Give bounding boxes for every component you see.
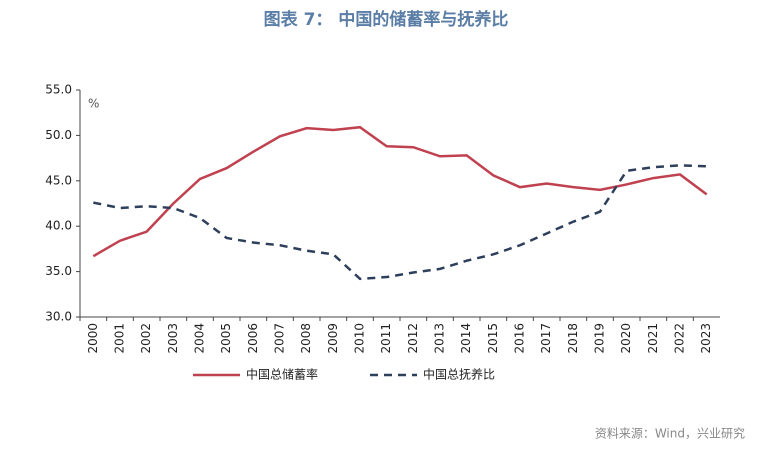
x-tick-label: 2015 (486, 323, 500, 354)
x-tick-label: 2006 (246, 323, 260, 354)
y-tick-label: 50.0 (45, 128, 72, 142)
y-tick-label: 35.0 (45, 264, 72, 278)
x-tick-label: 2011 (379, 323, 393, 354)
x-tick-label: 2000 (86, 323, 100, 354)
y-tick-label: 40.0 (45, 219, 72, 233)
legend-label: 中国总储蓄率 (246, 367, 318, 382)
x-tick-label: 2009 (326, 323, 340, 354)
x-tick-label: 2023 (699, 323, 713, 354)
x-tick-label: 2001 (113, 323, 127, 354)
x-tick-label: 2008 (299, 323, 313, 354)
x-tick-label: 2021 (646, 323, 660, 354)
x-tick-label: 2014 (459, 323, 473, 354)
x-tick-label: 2022 (673, 323, 687, 354)
x-tick-label: 2002 (139, 323, 153, 354)
unit-label: % (88, 97, 99, 111)
chart-title: 图表 7： 中国的储蓄率与抚养比 (264, 9, 509, 30)
x-tick-label: 2016 (513, 323, 527, 354)
x-tick-label: 2018 (566, 323, 580, 354)
x-tick-label: 2003 (166, 323, 180, 354)
source-note: 资料来源：Wind，兴业研究 (595, 426, 745, 441)
x-tick-label: 2004 (193, 323, 207, 354)
x-tick-label: 2005 (219, 323, 233, 354)
x-tick-label: 2020 (619, 323, 633, 354)
x-tick-label: 2019 (593, 323, 607, 354)
x-tick-label: 2007 (273, 323, 287, 354)
data-line (93, 164, 707, 281)
legend-label: 中国总抚养比 (423, 367, 495, 382)
x-tick-label: 2013 (433, 323, 447, 354)
x-tick-label: 2010 (353, 323, 367, 354)
x-tick-label: 2017 (539, 323, 553, 354)
y-tick-label: 55.0 (45, 83, 72, 97)
x-tick-label: 2012 (406, 323, 420, 354)
data-line (92, 125, 708, 258)
y-tick-label: 45.0 (45, 173, 72, 187)
y-tick-label: 30.0 (45, 310, 72, 324)
